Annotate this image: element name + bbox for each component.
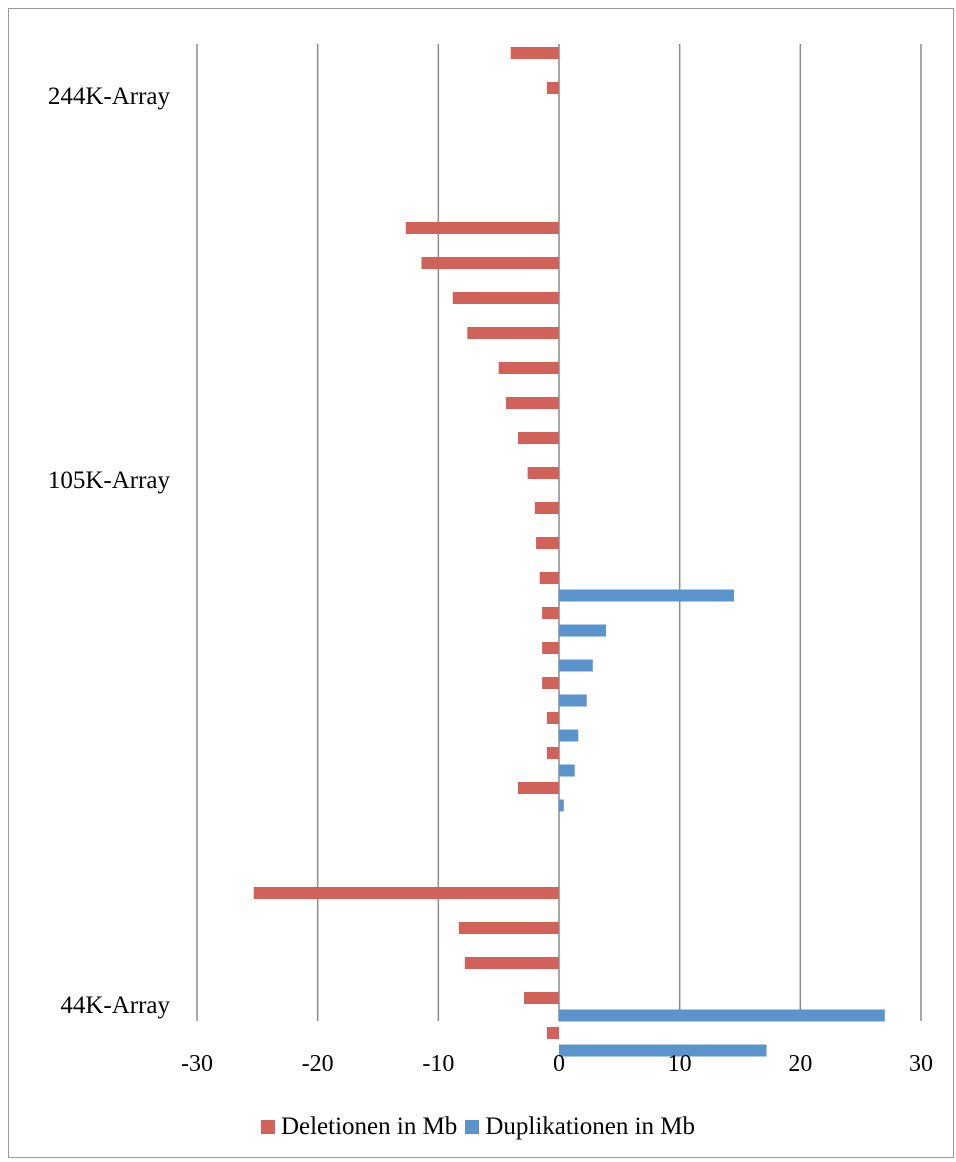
bar-duplikationen [559,764,575,777]
bar-chart: -30 -20 -10 0 10 20 30 244K-Array 105K-Array 44K… [48,44,933,1077]
legend-swatch-duplikationen [465,1120,480,1134]
bar-deletionen [546,82,559,94]
bar-deletionen [527,467,559,479]
x-tick-labels: -30 -20 -10 0 10 20 30 [181,1051,933,1077]
x-tick-label: 10 [668,1051,692,1077]
bar-duplikationen [559,659,593,672]
bar-deletionen [467,327,559,339]
bar-deletionen [253,887,560,899]
legend: Deletionen in Mb Duplikationen in Mb [0,1113,956,1141]
bar-duplikationen [559,1009,885,1022]
bar-deletionen [542,677,559,689]
bar-deletionen [546,747,559,759]
bar-deletionen [546,1027,559,1039]
legend-label-deletionen: Deletionen in Mb [280,1113,458,1140]
gridlines [196,44,922,1021]
bar-deletionen [517,432,559,444]
x-tick-label: 20 [788,1051,812,1077]
bar-deletionen [542,607,559,619]
legend-item-duplikationen: Duplikationen in Mb [465,1113,695,1141]
bar-deletionen [517,782,559,794]
bar-duplikationen [559,589,734,602]
bar-deletionen [464,957,559,969]
bar-deletionen [542,642,559,654]
bar-deletionen [524,992,559,1004]
category-label: 244K-Array [48,83,171,110]
bar-deletionen [452,292,559,304]
bar-duplikationen [559,1044,767,1057]
bar-duplikationen [559,694,587,707]
bar-deletionen [458,922,559,934]
bar-duplikationen [559,624,607,637]
bar-deletionen [536,537,559,549]
category-labels: 244K-Array 105K-Array 44K-Array [48,83,171,1019]
legend-swatch-deletionen [260,1120,275,1134]
bar-deletionen [546,712,559,724]
category-label: 44K-Array [60,992,170,1019]
bars [253,47,885,1057]
category-label: 105K-Array [48,467,171,494]
bar-deletionen [505,397,559,409]
bar-duplikationen [559,729,579,742]
x-tick-label: -10 [422,1051,454,1077]
legend-label-duplikationen: Duplikationen in Mb [485,1113,696,1140]
bar-deletionen [534,502,559,514]
x-tick-label: -20 [302,1051,334,1077]
bar-deletionen [498,362,559,374]
x-tick-label: 30 [909,1051,933,1077]
bar-duplikationen [559,799,564,812]
bar-deletionen [405,222,559,234]
x-tick-label: -30 [181,1051,213,1077]
bar-deletionen [510,47,559,59]
x-tick-label: 0 [553,1051,565,1077]
bar-deletionen [539,572,559,584]
legend-item-deletionen: Deletionen in Mb [260,1113,458,1141]
bar-deletionen [421,257,559,269]
